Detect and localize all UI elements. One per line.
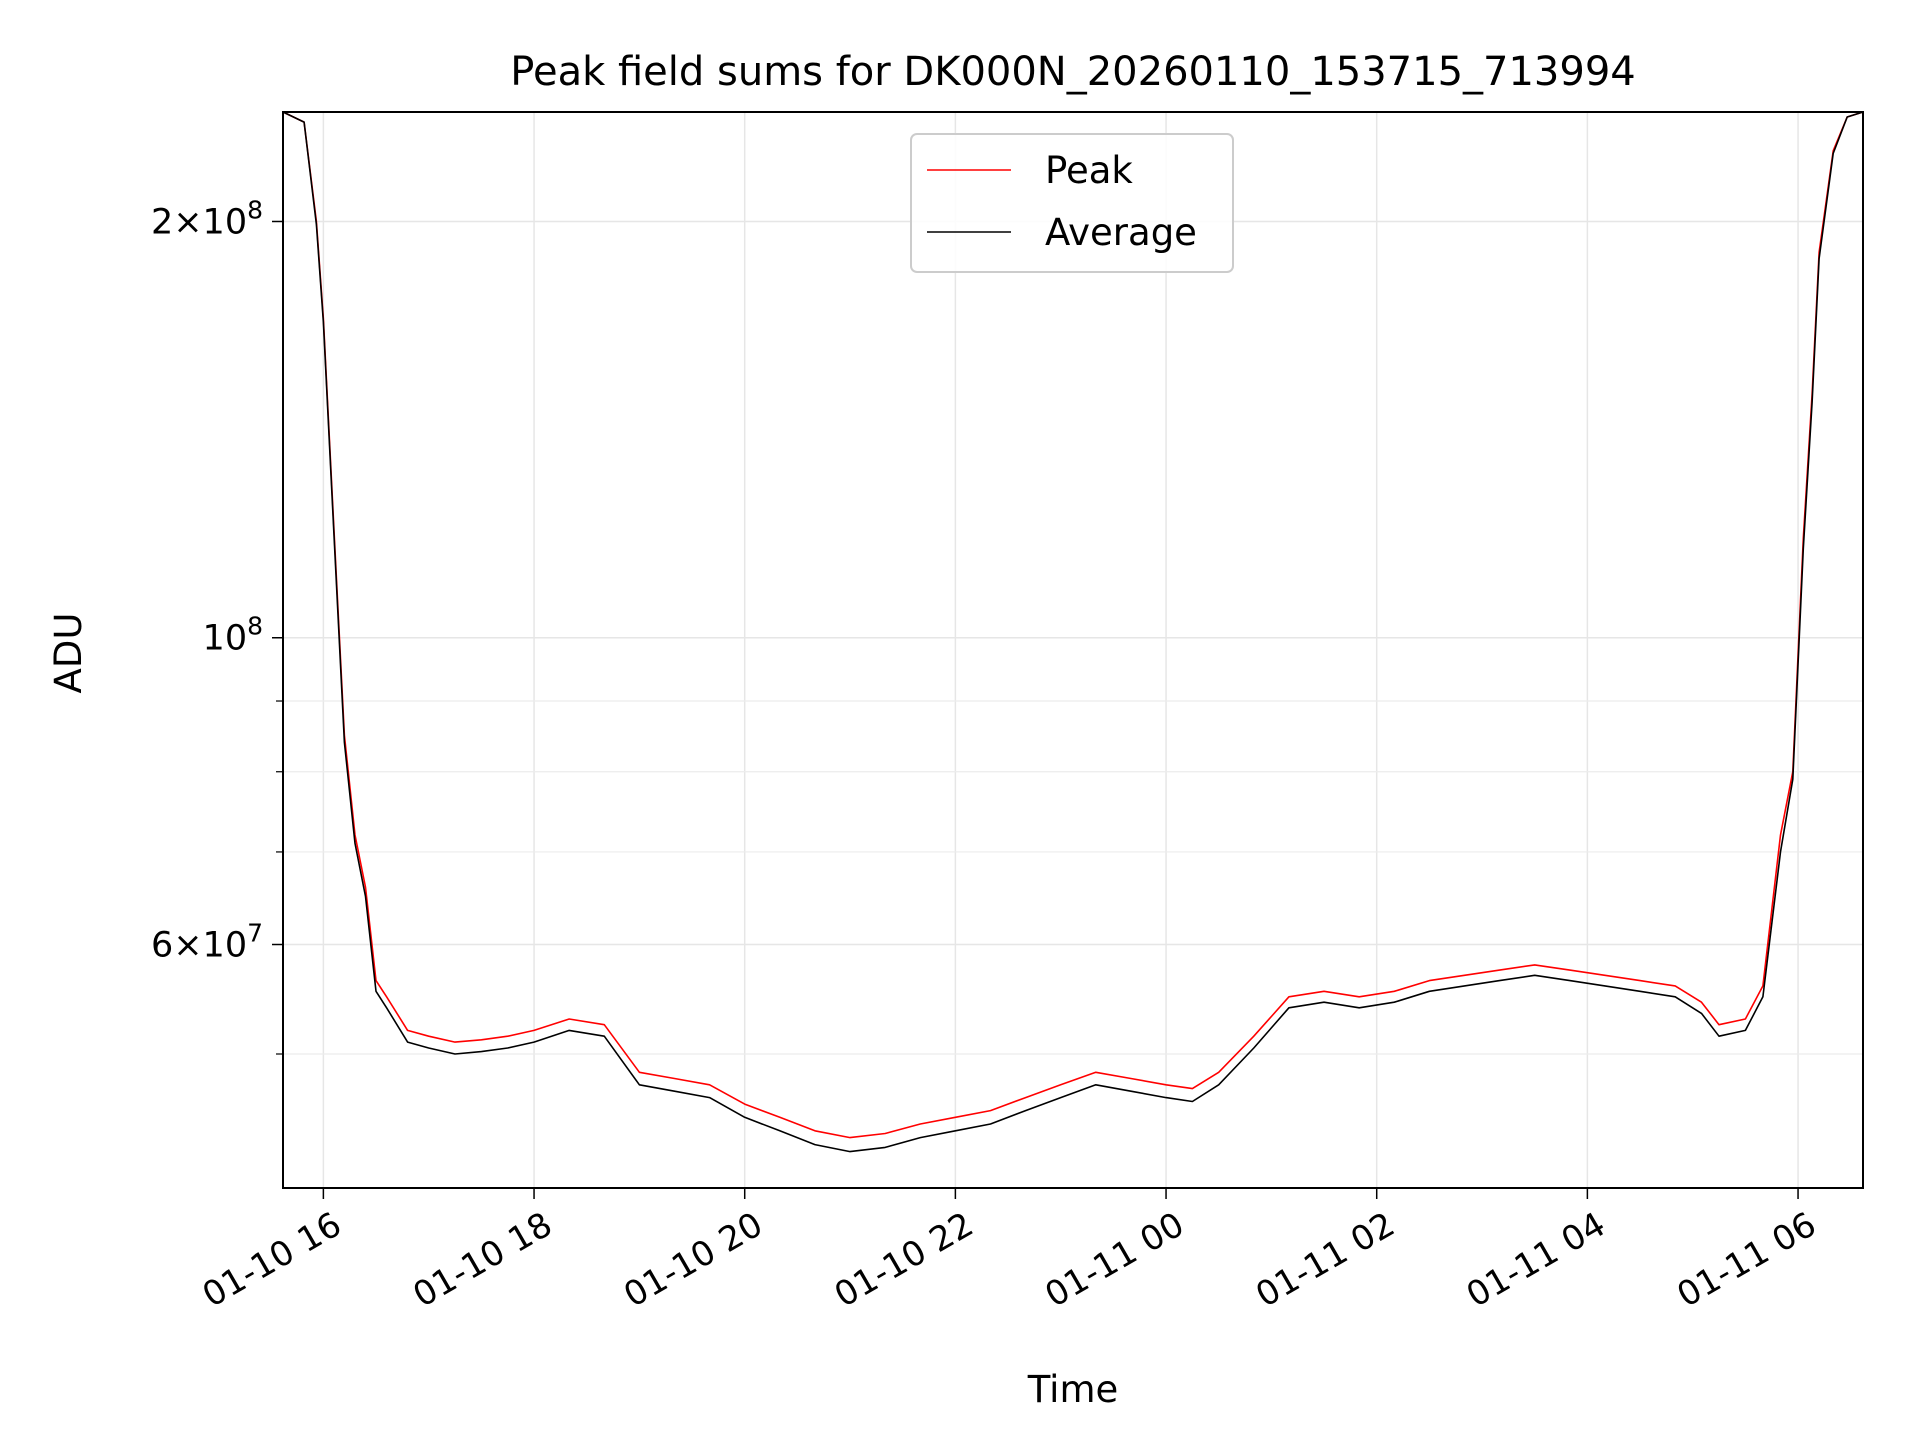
y-tick-label: 2×108 — [151, 195, 263, 242]
legend-label-peak: Peak — [1045, 149, 1133, 192]
grid — [283, 112, 1863, 1188]
y-axis-label: ADU — [47, 613, 90, 694]
legend: Peak Average — [910, 133, 1234, 273]
plot-frame — [282, 111, 1864, 1189]
x-axis-label: Time — [1027, 1368, 1119, 1411]
series-line-peak — [282, 111, 1864, 1139]
series-layer — [282, 111, 1864, 1153]
legend-box — [910, 133, 1234, 273]
y-tick-label: 6×107 — [151, 919, 263, 966]
legend-label-average: Average — [1045, 211, 1197, 254]
chart-title: Peak field sums for DK000N_20260110_1537… — [510, 49, 1635, 95]
series-line-average — [282, 111, 1864, 1153]
